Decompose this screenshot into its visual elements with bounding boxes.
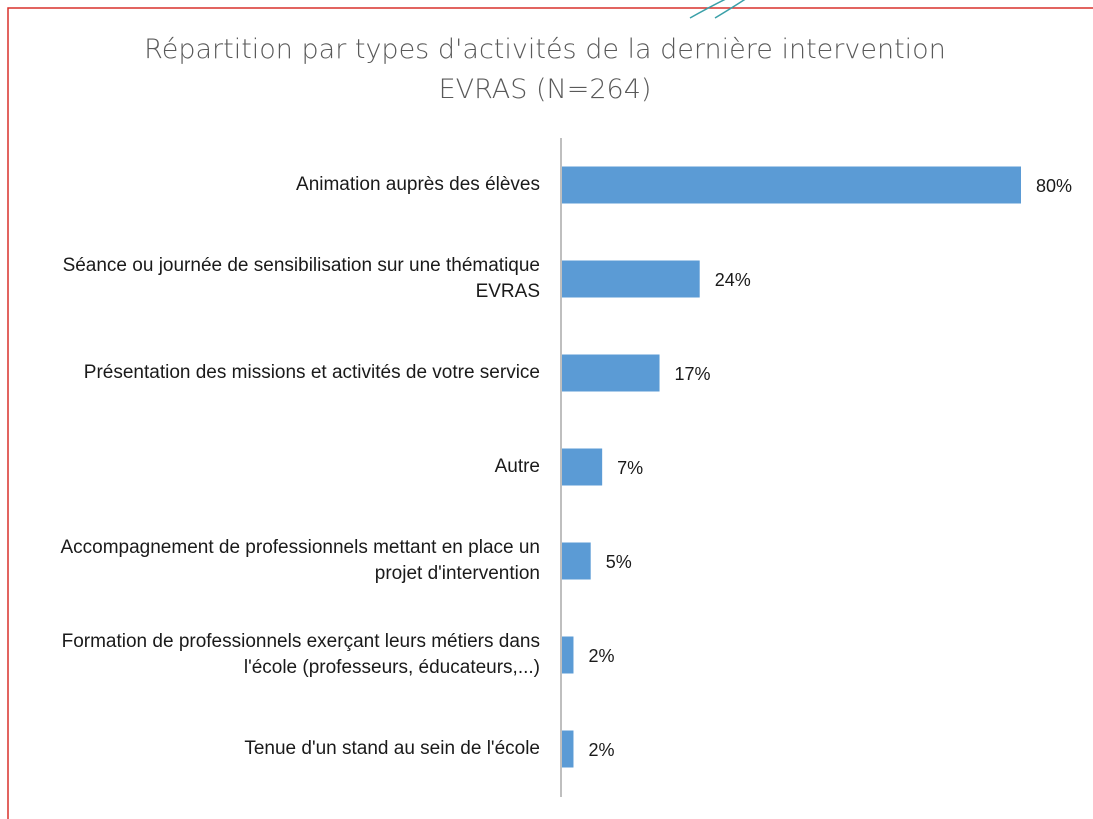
value-label: 24% [715,270,751,290]
bar [562,730,574,768]
bar [562,542,591,580]
value-label: 17% [675,364,711,384]
category-label: Autre [494,456,540,477]
value-label: 2% [588,646,614,666]
frame [7,7,1093,819]
bar [562,354,660,392]
category-label: Accompagnement de professionnels mettant… [60,537,540,584]
decoration [689,0,746,19]
bar [562,448,603,486]
category-label: Tenue d'un stand au sein de l'école [244,738,540,759]
bar [562,260,700,298]
category-label: Présentation des missions et activités d… [83,362,540,383]
value-label: 7% [617,458,643,478]
category-label: Animation auprès des élèves [296,174,540,195]
category-label: Formation de professionnels exerçant leu… [61,631,540,678]
chart-title: Répartition par types d'activités de la … [144,34,946,105]
value-label: 80% [1036,176,1072,196]
value-label: 5% [606,552,632,572]
bar [562,636,574,674]
value-label: 2% [588,740,614,760]
category-label: Séance ou journée de sensibilisation sur… [62,255,540,302]
bar [562,166,1021,204]
